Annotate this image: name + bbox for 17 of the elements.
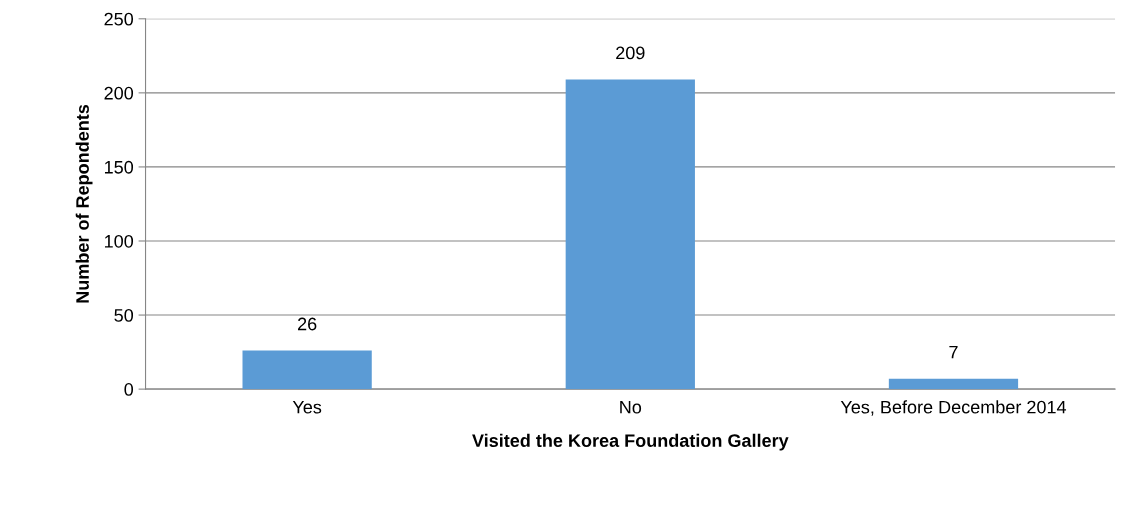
bar: [888, 378, 1019, 390]
x-tick-label: Yes: [292, 400, 322, 414]
x-axis-title: Visited the Korea Foundation Gallery: [472, 433, 789, 451]
y-tick-label: 250: [104, 12, 134, 26]
y-axis-title: Number of Repondents: [75, 104, 93, 303]
bar: [242, 350, 372, 390]
data-label: 7: [949, 345, 958, 359]
y-tick-label: 100: [104, 234, 134, 248]
y-tick-label: 150: [104, 160, 134, 174]
y-tick-label: 50: [114, 309, 134, 322]
bar: [565, 79, 695, 390]
y-tick-label: 0: [124, 383, 134, 396]
x-tick-label: No: [620, 400, 642, 414]
data-label: 209: [616, 46, 645, 60]
data-label: 26: [298, 317, 317, 331]
x-tick-label: Yes, Before December 2014: [840, 400, 1067, 416]
y-tick-label: 200: [104, 86, 134, 100]
